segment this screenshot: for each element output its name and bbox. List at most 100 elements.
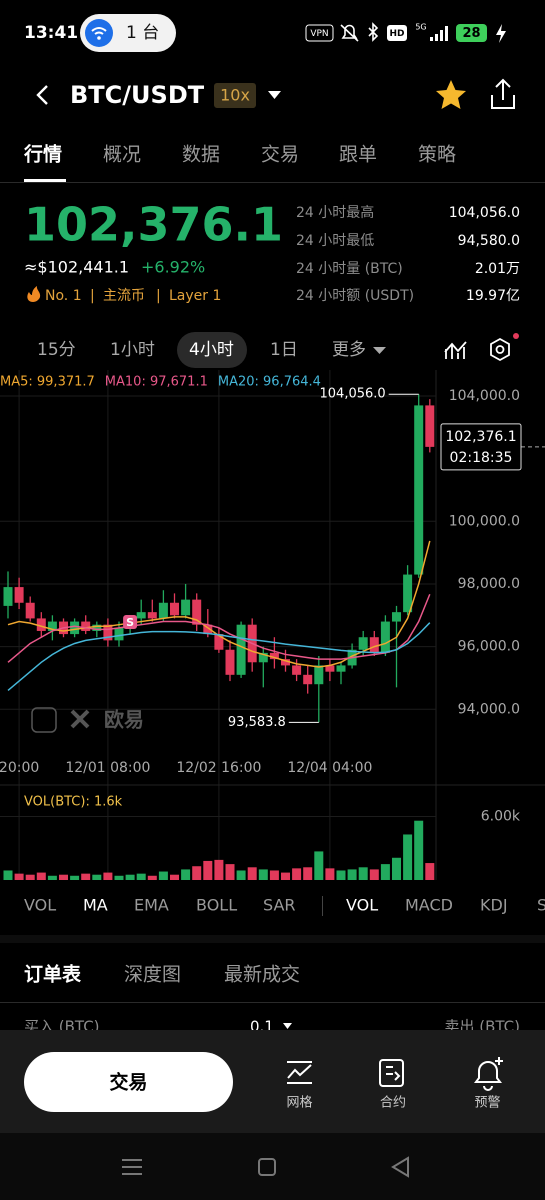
order-tab[interactable]: 订单表 [24,963,82,986]
volume-bar [192,866,202,880]
settings-button[interactable] [490,337,510,362]
volume-bar [214,859,224,880]
volume-bar [303,867,313,880]
stat-value: 94,580.0 [458,233,520,249]
ma-legend: MA10: 97,671.1 [105,375,208,390]
interval[interactable]: 15分 [37,340,76,360]
tag[interactable]: 主流币 [103,288,145,304]
nav-menu[interactable] [122,1159,142,1175]
trade-button-text: 交易 [109,1071,147,1094]
bottom-item[interactable]: 预警 [474,1095,500,1111]
volume-bar [236,870,246,880]
indicator[interactable]: EMA [134,896,169,915]
tab[interactable]: 数据 [182,144,220,166]
candle-body [414,405,424,575]
time: 13:41 [24,23,78,43]
volume-bar [425,863,435,880]
order-tab[interactable]: 深度图 [124,964,181,986]
tag[interactable]: No. 1 [45,288,82,304]
trade-button[interactable] [24,1052,233,1112]
candle-body [170,602,179,616]
indicator[interactable]: MA [83,896,108,915]
tab[interactable]: 跟单 [339,144,377,166]
candle-body [70,621,80,635]
tag[interactable]: Layer 1 [169,288,221,304]
volume-bar [81,873,91,880]
indicator-separator [322,896,323,916]
indicator[interactable]: KDJ [480,896,508,915]
indicator[interactable]: VOL [346,896,378,915]
indicator[interactable]: S [537,896,545,915]
candle-body [336,665,346,672]
ma-line [7,540,431,668]
candle-body [225,649,235,675]
price-change: +6.92% [141,258,205,277]
candle-body [3,587,13,606]
candle-body [403,574,413,613]
trade-marker [123,615,138,629]
volume-bar [14,873,24,880]
favorite-star[interactable] [436,80,466,109]
interval[interactable]: 1小时 [110,340,155,360]
volume-bar [70,875,80,880]
tab[interactable]: 策略 [418,144,456,166]
candle-body [358,637,368,650]
candle-body [203,624,213,635]
ma-line [7,622,431,692]
stat-label: 24 小时量 (BTC) [296,261,403,277]
volume-bar [380,864,390,880]
candle-body [258,652,268,663]
candle-body [36,618,46,631]
contract-icon[interactable] [379,1059,404,1087]
volume-bar [36,872,46,880]
bottom-item[interactable]: 网格 [286,1095,312,1111]
nav-bar [0,1133,545,1200]
vpn-text: VPN [310,29,328,39]
interval[interactable]: 4小时 [189,340,234,360]
volume-bar [314,851,324,880]
volume-bar [25,874,35,880]
volume-bar [281,872,290,880]
tab[interactable]: 交易 [261,144,299,166]
candle-body [147,612,157,619]
pair-dropdown[interactable] [268,91,281,99]
candle-body [392,612,401,622]
candle-body [380,621,390,653]
interval-active [177,332,247,368]
volume-bar [269,870,279,880]
volume-bar [392,857,401,880]
wifi-dot [97,36,101,40]
interval[interactable]: 更多 [332,340,366,360]
tab[interactable]: 行情 [23,143,62,166]
indicator-button[interactable] [444,341,467,359]
volume-bar [47,875,57,880]
tab[interactable]: 概况 [103,144,141,166]
indicator[interactable]: MACD [405,896,453,915]
y-tick-label: 100,000.0 [449,513,520,529]
y-tick-label: 98,000.0 [458,576,520,592]
vpn-badge [305,24,334,42]
candle-body [369,637,379,653]
nav-back[interactable] [391,1156,409,1178]
candle-body [81,621,91,631]
y-tick-label: 6.00k [481,808,521,824]
candle-body [303,674,313,685]
volume-bar [403,834,413,880]
bottom-item[interactable]: 合约 [380,1096,406,1111]
indicator[interactable]: BOLL [196,896,237,915]
indicator[interactable]: SAR [263,896,296,915]
nav-home[interactable] [258,1158,276,1176]
alert-icon[interactable] [474,1057,503,1091]
order-tab[interactable]: 最新成交 [224,964,300,986]
candle-body [425,405,435,447]
back-button[interactable] [36,85,48,105]
share-button[interactable] [491,78,515,109]
grid-icon[interactable] [287,1061,312,1084]
leverage-text: 10x [220,86,250,105]
indicator[interactable]: VOL [24,896,56,915]
candle-body [136,612,146,619]
interval[interactable]: 1日 [270,340,298,360]
